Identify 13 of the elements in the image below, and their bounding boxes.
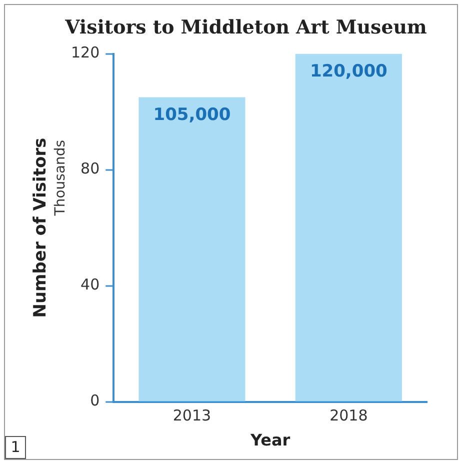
y-tick-label: 80	[80, 160, 100, 178]
annotation: 120,000	[310, 62, 388, 82]
x-tick-label: 2013	[172, 406, 212, 425]
text: Thousands	[52, 140, 69, 217]
y-axis-title: Number of Visitors	[30, 138, 50, 318]
text: 1	[10, 438, 20, 456]
annotation: 105,000	[153, 105, 231, 126]
y-tick-label: 0	[90, 392, 100, 410]
chart-title: Visitors to Middleton Art Museum	[64, 16, 427, 38]
y-tick-label: 120	[70, 44, 100, 62]
x-axis-title: Year	[249, 430, 290, 450]
x-tick-label: 2018	[330, 406, 368, 425]
y-tick-label: 40	[80, 276, 100, 294]
